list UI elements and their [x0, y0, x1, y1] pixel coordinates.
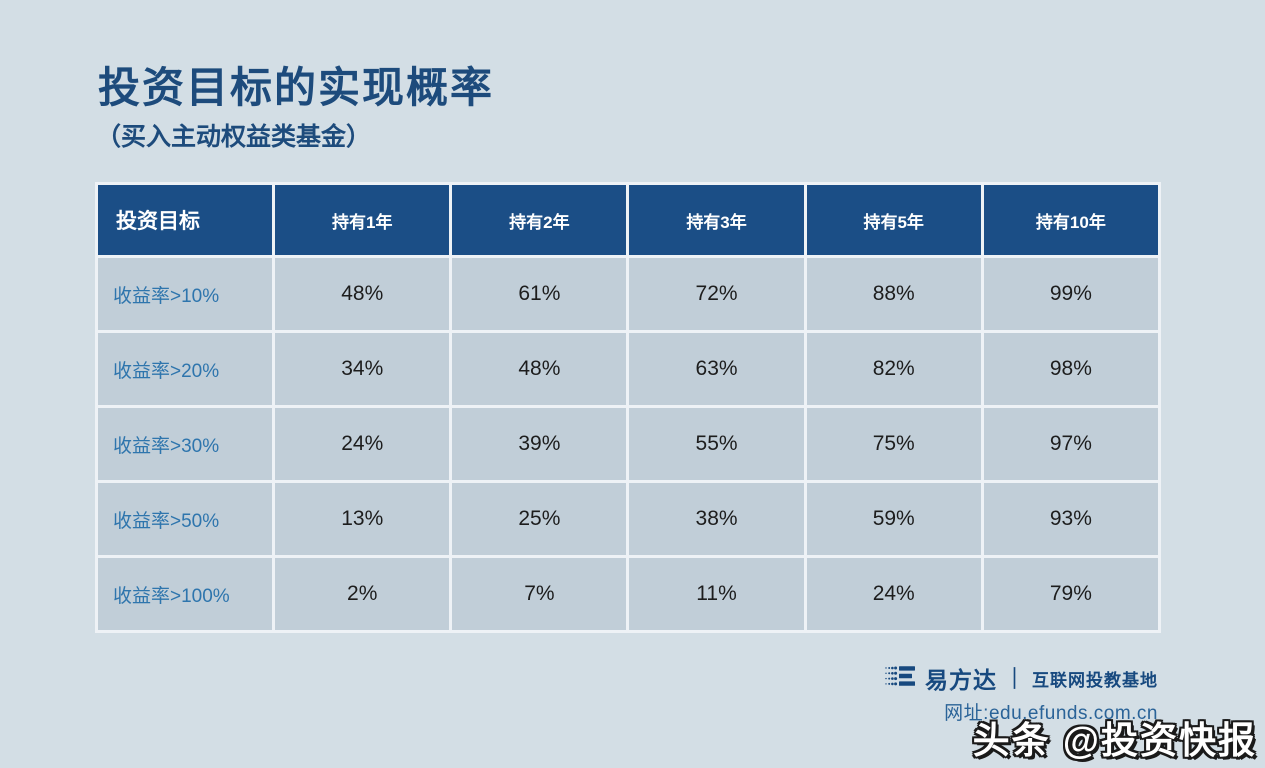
watermark: 头条 @投资快报	[972, 720, 1257, 761]
probability-table: 投资目标 持有1年 持有2年 持有3年 持有5年 持有10年 收益率>10% 4…	[95, 182, 1161, 633]
table-cell: 2%	[275, 558, 450, 630]
table-cell: 13%	[275, 483, 450, 555]
table-cell: 79%	[983, 558, 1158, 630]
table-row: 收益率>20% 34% 48% 63% 82% 98%	[98, 333, 1158, 405]
website-url: 网址:edu.efunds.com.cn	[944, 703, 1158, 724]
table-row: 收益率>50% 13% 25% 38% 59% 93%	[98, 483, 1158, 555]
table-cell: 48%	[452, 333, 627, 405]
table-cell: 88%	[806, 258, 981, 330]
table-cell: 75%	[806, 408, 981, 480]
table-cell: 59%	[806, 483, 981, 555]
row-label: 收益率>20%	[98, 333, 273, 405]
table-cell: 24%	[275, 408, 450, 480]
table-cell: 34%	[275, 333, 450, 405]
page-subtitle: （买入主动权益类基金）	[96, 123, 372, 151]
table-cell: 98%	[983, 333, 1158, 405]
table-cell: 38%	[629, 483, 804, 555]
table-cell: 48%	[275, 258, 450, 330]
table-cell: 97%	[983, 408, 1158, 480]
table-cell: 61%	[452, 258, 627, 330]
header-cell-hold-10y: 持有10年	[983, 185, 1158, 255]
table-cell: 55%	[629, 408, 804, 480]
header-cell-hold-1y: 持有1年	[275, 185, 450, 255]
table-body: 收益率>10% 48% 61% 72% 88% 99% 收益率>20% 34% …	[98, 258, 1158, 630]
row-label: 收益率>100%	[98, 558, 273, 630]
table-row: 收益率>100% 2% 7% 11% 24% 79%	[98, 558, 1158, 630]
header-cell-goal: 投资目标	[98, 185, 273, 255]
row-label: 收益率>10%	[98, 258, 273, 330]
efunds-logo-icon	[884, 665, 916, 692]
brand-name: 易方达	[925, 667, 997, 693]
row-label: 收益率>30%	[98, 408, 273, 480]
table-row: 收益率>10% 48% 61% 72% 88% 99%	[98, 258, 1158, 330]
brand-line: 易方达 ｜ 互联网投教基地	[884, 661, 1158, 695]
table-cell: 63%	[629, 333, 804, 405]
table-cell: 24%	[806, 558, 981, 630]
table-cell: 72%	[629, 258, 804, 330]
page-title: 投资目标的实现概率	[98, 64, 495, 111]
footer: 易方达 ｜ 互联网投教基地 网址:edu.efunds.com.cn	[884, 661, 1158, 725]
row-label: 收益率>50%	[98, 483, 273, 555]
table-header: 投资目标 持有1年 持有2年 持有3年 持有5年 持有10年	[98, 185, 1158, 255]
table-cell: 99%	[983, 258, 1158, 330]
table-cell: 7%	[452, 558, 627, 630]
brand-suffix: 互联网投教基地	[1032, 670, 1158, 690]
header-cell-hold-2y: 持有2年	[452, 185, 627, 255]
table-cell: 25%	[452, 483, 627, 555]
brand-separator: ｜	[1004, 668, 1025, 691]
table-cell: 82%	[806, 333, 981, 405]
header-cell-hold-5y: 持有5年	[806, 185, 981, 255]
table-cell: 93%	[983, 483, 1158, 555]
table-cell: 39%	[452, 408, 627, 480]
table-cell: 11%	[629, 558, 804, 630]
table-row: 收益率>30% 24% 39% 55% 75% 97%	[98, 408, 1158, 480]
header-row: 投资目标 持有1年 持有2年 持有3年 持有5年 持有10年	[98, 185, 1158, 255]
header-cell-hold-3y: 持有3年	[629, 185, 804, 255]
